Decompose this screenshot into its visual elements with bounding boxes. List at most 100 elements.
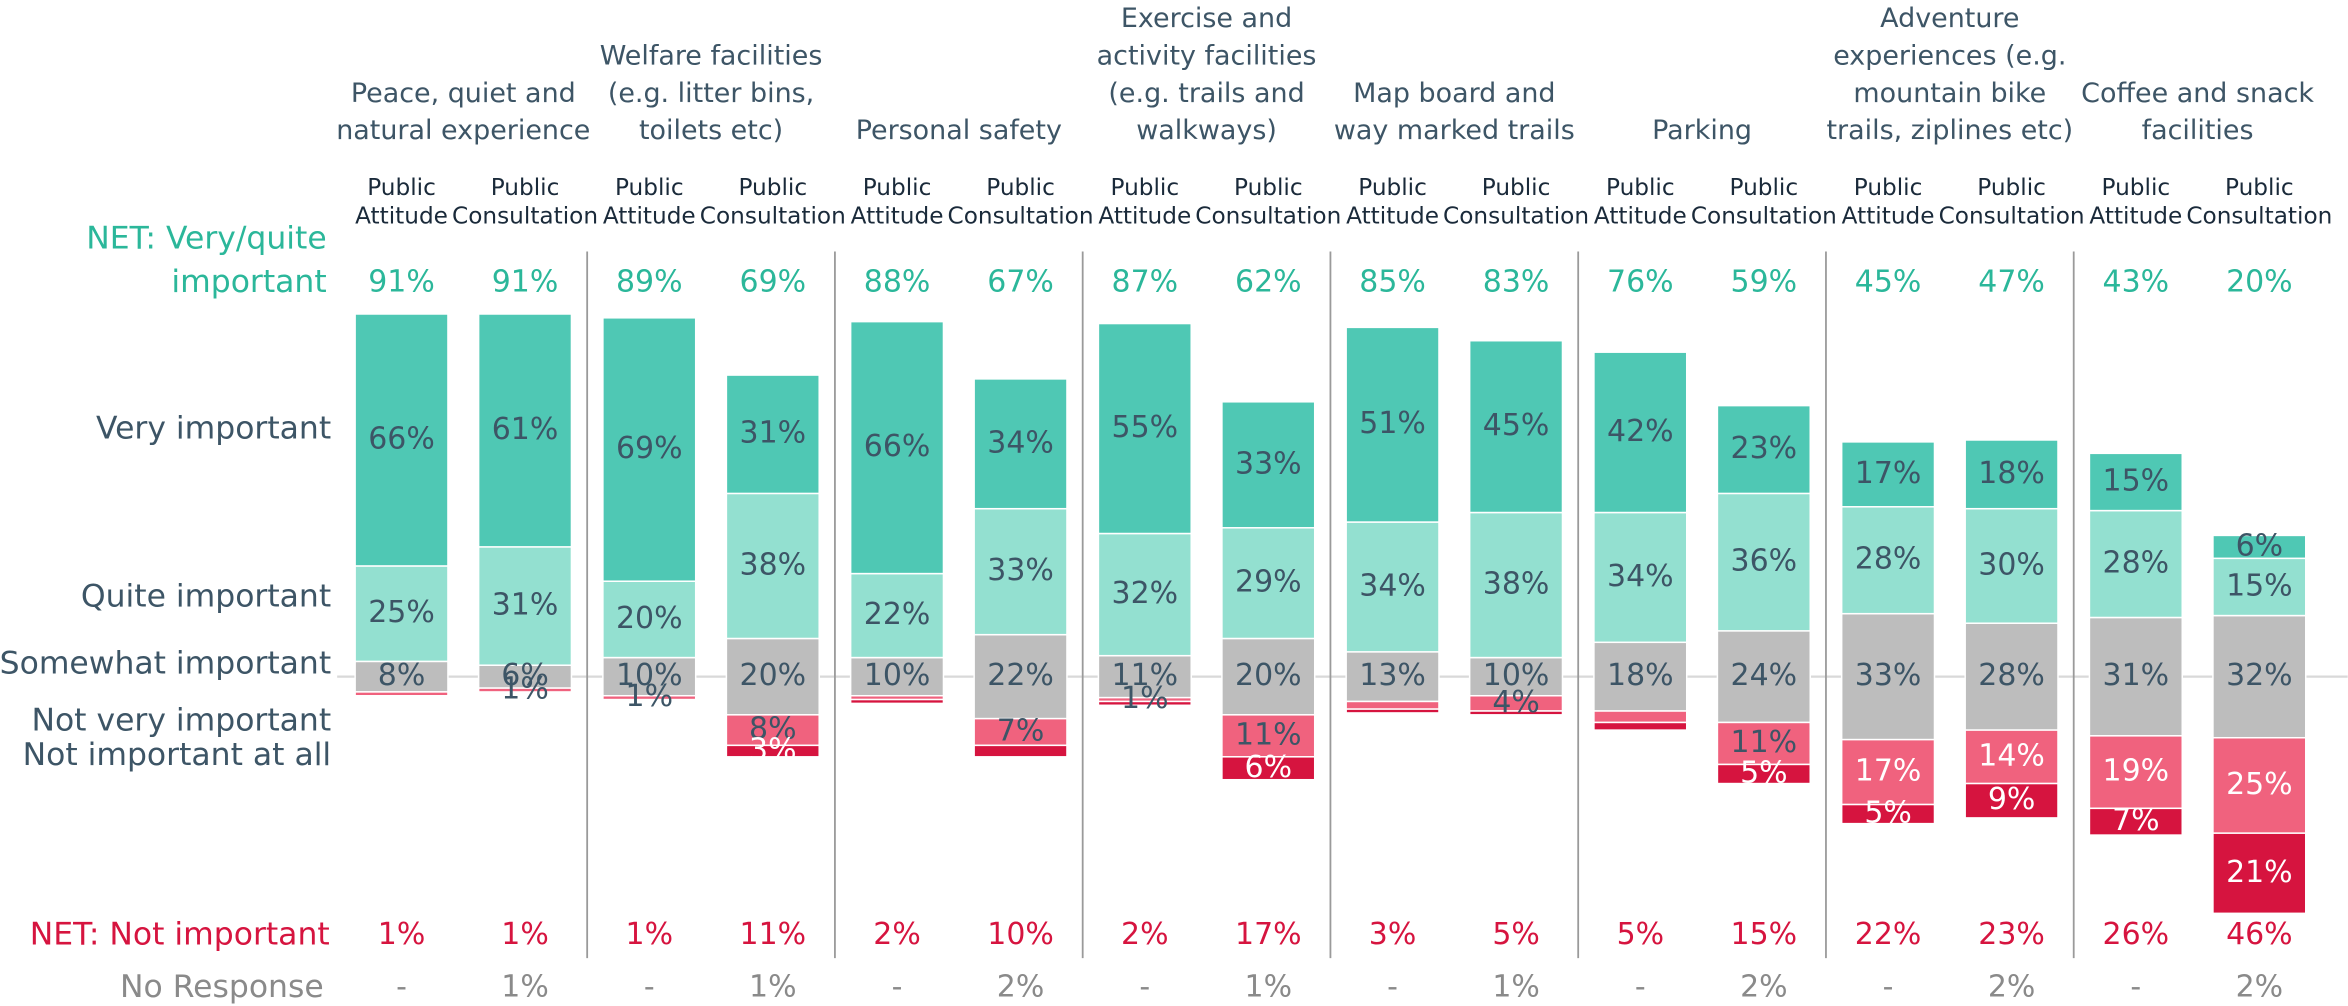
data-label: 33%	[1855, 658, 1922, 693]
bar-label: Consultation	[1443, 203, 1589, 230]
data-label: 38%	[740, 547, 807, 582]
data-label: 31%	[492, 588, 559, 623]
data-label: 61%	[492, 412, 559, 447]
net-not-important: 5%	[1492, 917, 1540, 952]
bar-segment	[354, 660, 449, 693]
data-label: 28%	[1855, 542, 1922, 577]
no-response: -	[1635, 970, 1646, 1005]
net-important: 20%	[2226, 264, 2293, 299]
net-not-important: 26%	[2103, 917, 2170, 952]
bar-segment	[1964, 622, 2059, 731]
bar-segment	[725, 492, 820, 640]
bar-segment	[1716, 492, 1811, 632]
group-title: (e.g. trails and	[1108, 78, 1304, 109]
bar-segment	[1221, 756, 1316, 781]
legend-label: Not important at all	[23, 737, 332, 773]
net-important: 91%	[368, 264, 435, 299]
bar-segment	[1716, 721, 1811, 766]
net-important: 87%	[1112, 264, 1179, 299]
net-not-important: 5%	[1617, 917, 1665, 952]
data-label: 36%	[1731, 544, 1798, 579]
data-label: 34%	[1607, 559, 1674, 594]
data-label: 9%	[1988, 782, 2036, 817]
bar-segment	[2212, 736, 2307, 834]
group-title: (e.g. litter bins,	[608, 78, 814, 109]
net-important: 59%	[1731, 264, 1798, 299]
data-label: 17%	[1855, 754, 1922, 789]
bar-segment	[1964, 729, 2059, 785]
bar-segment	[602, 580, 697, 659]
bar-segment	[973, 744, 1068, 758]
bar-segment	[477, 687, 573, 693]
data-label: 22%	[864, 597, 931, 632]
net-not-important: 2%	[1121, 917, 1169, 952]
net-important: 85%	[1359, 264, 1426, 299]
group-title: natural experience	[336, 115, 590, 146]
bar-segment	[2212, 614, 2307, 739]
bar-label: Public	[1854, 174, 1923, 201]
data-label: 69%	[616, 431, 683, 466]
bar-segment	[1964, 782, 2059, 819]
bar-label: Attitude	[1842, 203, 1935, 230]
bar-segment	[973, 717, 1068, 747]
group-title: way marked trails	[1334, 115, 1575, 146]
bar-segment	[1345, 521, 1440, 653]
bar-segment	[725, 714, 820, 747]
data-label: 5%	[1740, 755, 1788, 790]
net-not-important: 2%	[873, 917, 921, 952]
net-not-important: 15%	[1731, 917, 1798, 952]
row-label: No Response	[120, 969, 324, 1005]
data-label: 25%	[368, 595, 435, 630]
group-title: Welfare facilities	[600, 40, 823, 71]
bar-segment	[1716, 763, 1811, 785]
bar-segment	[1840, 738, 1936, 806]
data-label: 45%	[1483, 408, 1550, 443]
row-label: important	[171, 264, 326, 300]
data-label: 20%	[616, 601, 683, 636]
data-label: 23%	[1731, 431, 1798, 466]
data-label: 21%	[2226, 855, 2293, 890]
no-response: -	[2130, 970, 2141, 1005]
data-label: 30%	[1978, 547, 2045, 582]
bar-label: Public	[1482, 174, 1551, 201]
net-not-important: 10%	[987, 917, 1054, 952]
data-label: 24%	[1731, 658, 1798, 693]
data-label: 6%	[501, 658, 548, 693]
net-not-important: 22%	[1855, 917, 1922, 952]
net-important: 62%	[1235, 264, 1302, 299]
bar-segment	[973, 378, 1068, 510]
legend-label: Quite important	[81, 578, 331, 614]
bar-label: Attitude	[1098, 203, 1191, 230]
data-label: 17%	[1855, 456, 1922, 491]
no-response: 1%	[1492, 970, 1540, 1005]
data-label: 22%	[987, 658, 1054, 693]
group-title: toilets etc)	[639, 115, 783, 146]
bar-segment	[849, 572, 945, 659]
bar-label: Attitude	[2089, 203, 2182, 230]
bar-segment	[1840, 441, 1936, 508]
data-label: 8%	[378, 658, 426, 693]
data-label: 18%	[1607, 658, 1674, 693]
no-response: 1%	[1245, 970, 1293, 1005]
data-label: 10%	[1483, 658, 1550, 693]
bar-label: Attitude	[851, 203, 944, 230]
bar-segment	[1221, 401, 1316, 529]
bar-segment	[2088, 616, 2183, 737]
no-response: 2%	[1988, 970, 2036, 1005]
data-label: 29%	[1235, 565, 1302, 600]
data-label: 7%	[997, 714, 1045, 749]
bar-label: Attitude	[603, 203, 696, 230]
group-title: Personal safety	[856, 115, 1062, 146]
bar-segment	[354, 313, 449, 567]
no-response: -	[396, 970, 407, 1005]
bar-label: Public	[491, 174, 560, 201]
net-important: 47%	[1978, 264, 2045, 299]
bar-label: Public	[2225, 174, 2294, 201]
bar-segment	[1964, 507, 2059, 624]
row-label: NET: Not important	[30, 917, 330, 953]
data-label: 18%	[1978, 456, 2045, 491]
group-title: trails, ziplines etc)	[1826, 115, 2073, 146]
bar-label: Public	[1730, 174, 1799, 201]
net-important: 43%	[2103, 264, 2170, 299]
data-label: 10%	[616, 658, 683, 693]
